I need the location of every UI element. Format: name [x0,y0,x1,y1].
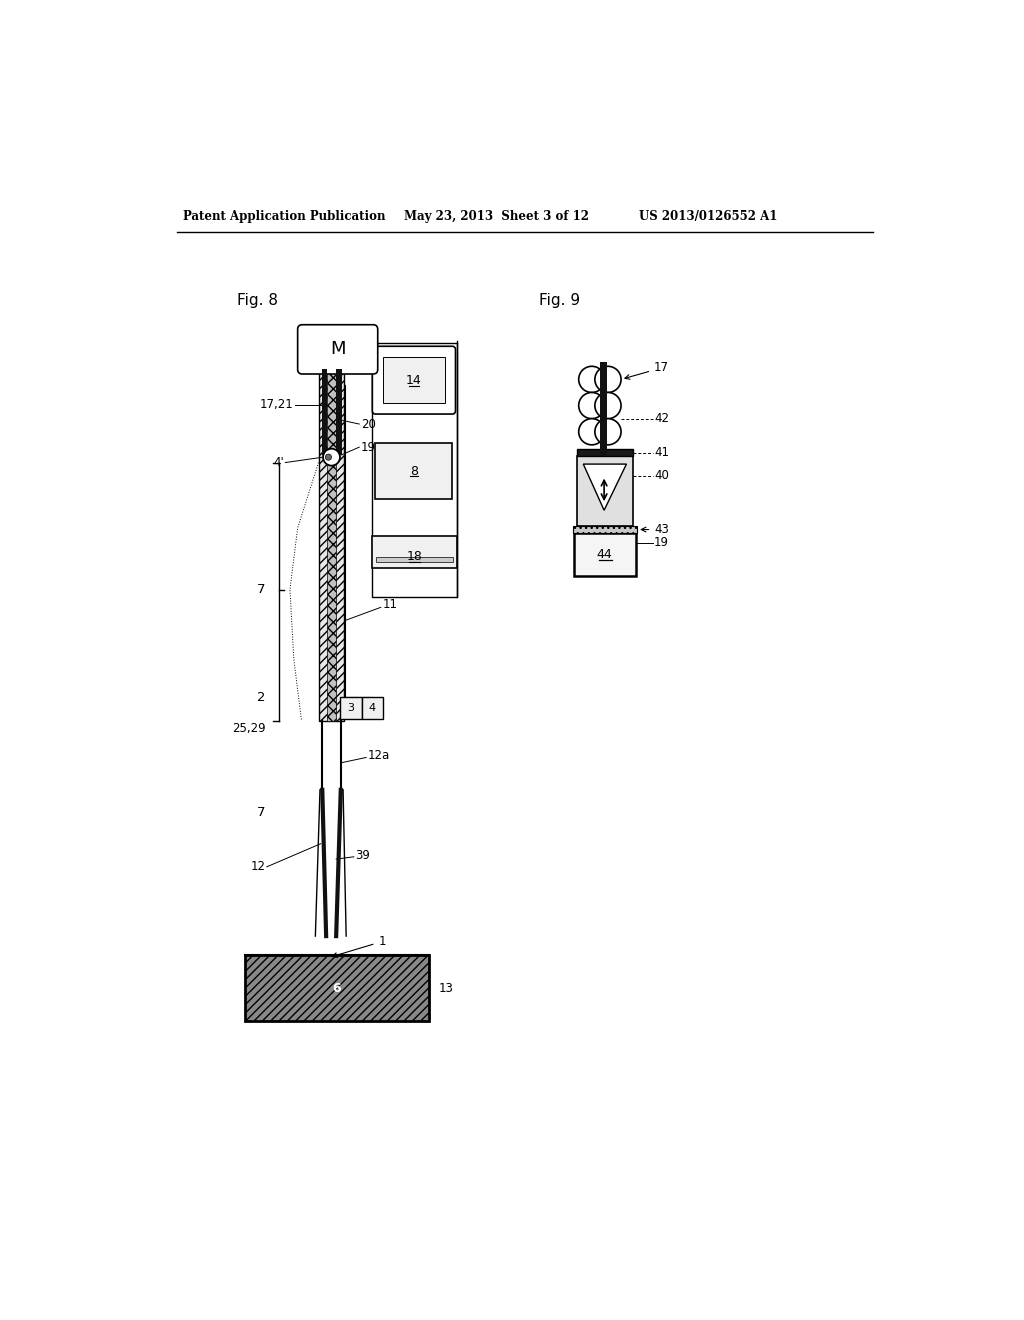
Bar [361,697,383,719]
Text: 3: 3 [347,704,354,713]
Bar [578,449,633,457]
Circle shape [323,449,340,466]
Text: US 2013/0126552 A1: US 2013/0126552 A1 [639,210,777,223]
Text: Fig. 8: Fig. 8 [237,293,278,309]
Text: 43: 43 [641,523,669,536]
Text: Fig. 9: Fig. 9 [539,293,580,309]
Bar [340,697,361,719]
Circle shape [595,392,621,418]
Bar [574,533,636,576]
Text: 42: 42 [654,412,669,425]
Text: 17: 17 [625,362,669,379]
Text: 8: 8 [410,465,418,478]
Text: 2: 2 [257,690,265,704]
Text: May 23, 2013  Sheet 3 of 12: May 23, 2013 Sheet 3 of 12 [403,210,589,223]
Text: 4: 4 [369,704,376,713]
Text: 13: 13 [438,982,454,994]
Text: 17,21: 17,21 [260,399,294,412]
Text: 25,29: 25,29 [231,722,265,735]
Text: 44: 44 [596,548,612,561]
Bar [376,444,453,499]
Text: 14: 14 [407,374,422,387]
Bar [373,536,457,568]
Text: 11: 11 [382,598,397,611]
Text: Patent Application Publication: Patent Application Publication [183,210,385,223]
Text: 19: 19 [654,536,669,549]
Bar [572,525,637,533]
Circle shape [595,418,621,445]
Bar [376,557,454,562]
Circle shape [579,367,605,392]
Text: 20: 20 [360,417,376,430]
Circle shape [579,392,605,418]
Circle shape [595,367,621,392]
Circle shape [579,418,605,445]
Bar [373,343,457,598]
Text: 4': 4' [273,455,285,469]
Text: 18: 18 [407,550,423,564]
Text: 12a: 12a [368,748,390,762]
Polygon shape [584,465,627,511]
Bar [319,370,344,721]
Text: 1: 1 [333,935,386,957]
Text: 19: 19 [360,441,376,454]
Text: 39: 39 [355,849,371,862]
Bar [336,370,342,455]
Bar [245,956,429,1020]
Text: 40: 40 [654,469,669,482]
Text: M: M [330,341,345,358]
Text: 41: 41 [654,446,669,459]
Bar [327,370,336,721]
FancyBboxPatch shape [298,325,378,374]
FancyBboxPatch shape [373,346,456,414]
Text: 7: 7 [257,583,265,597]
Bar [578,457,633,525]
Text: 12: 12 [250,861,265,874]
Bar [322,370,327,455]
Bar [383,358,444,404]
Bar [600,363,607,457]
Text: 7: 7 [257,807,265,820]
Text: 6: 6 [333,982,341,994]
Circle shape [326,454,332,461]
